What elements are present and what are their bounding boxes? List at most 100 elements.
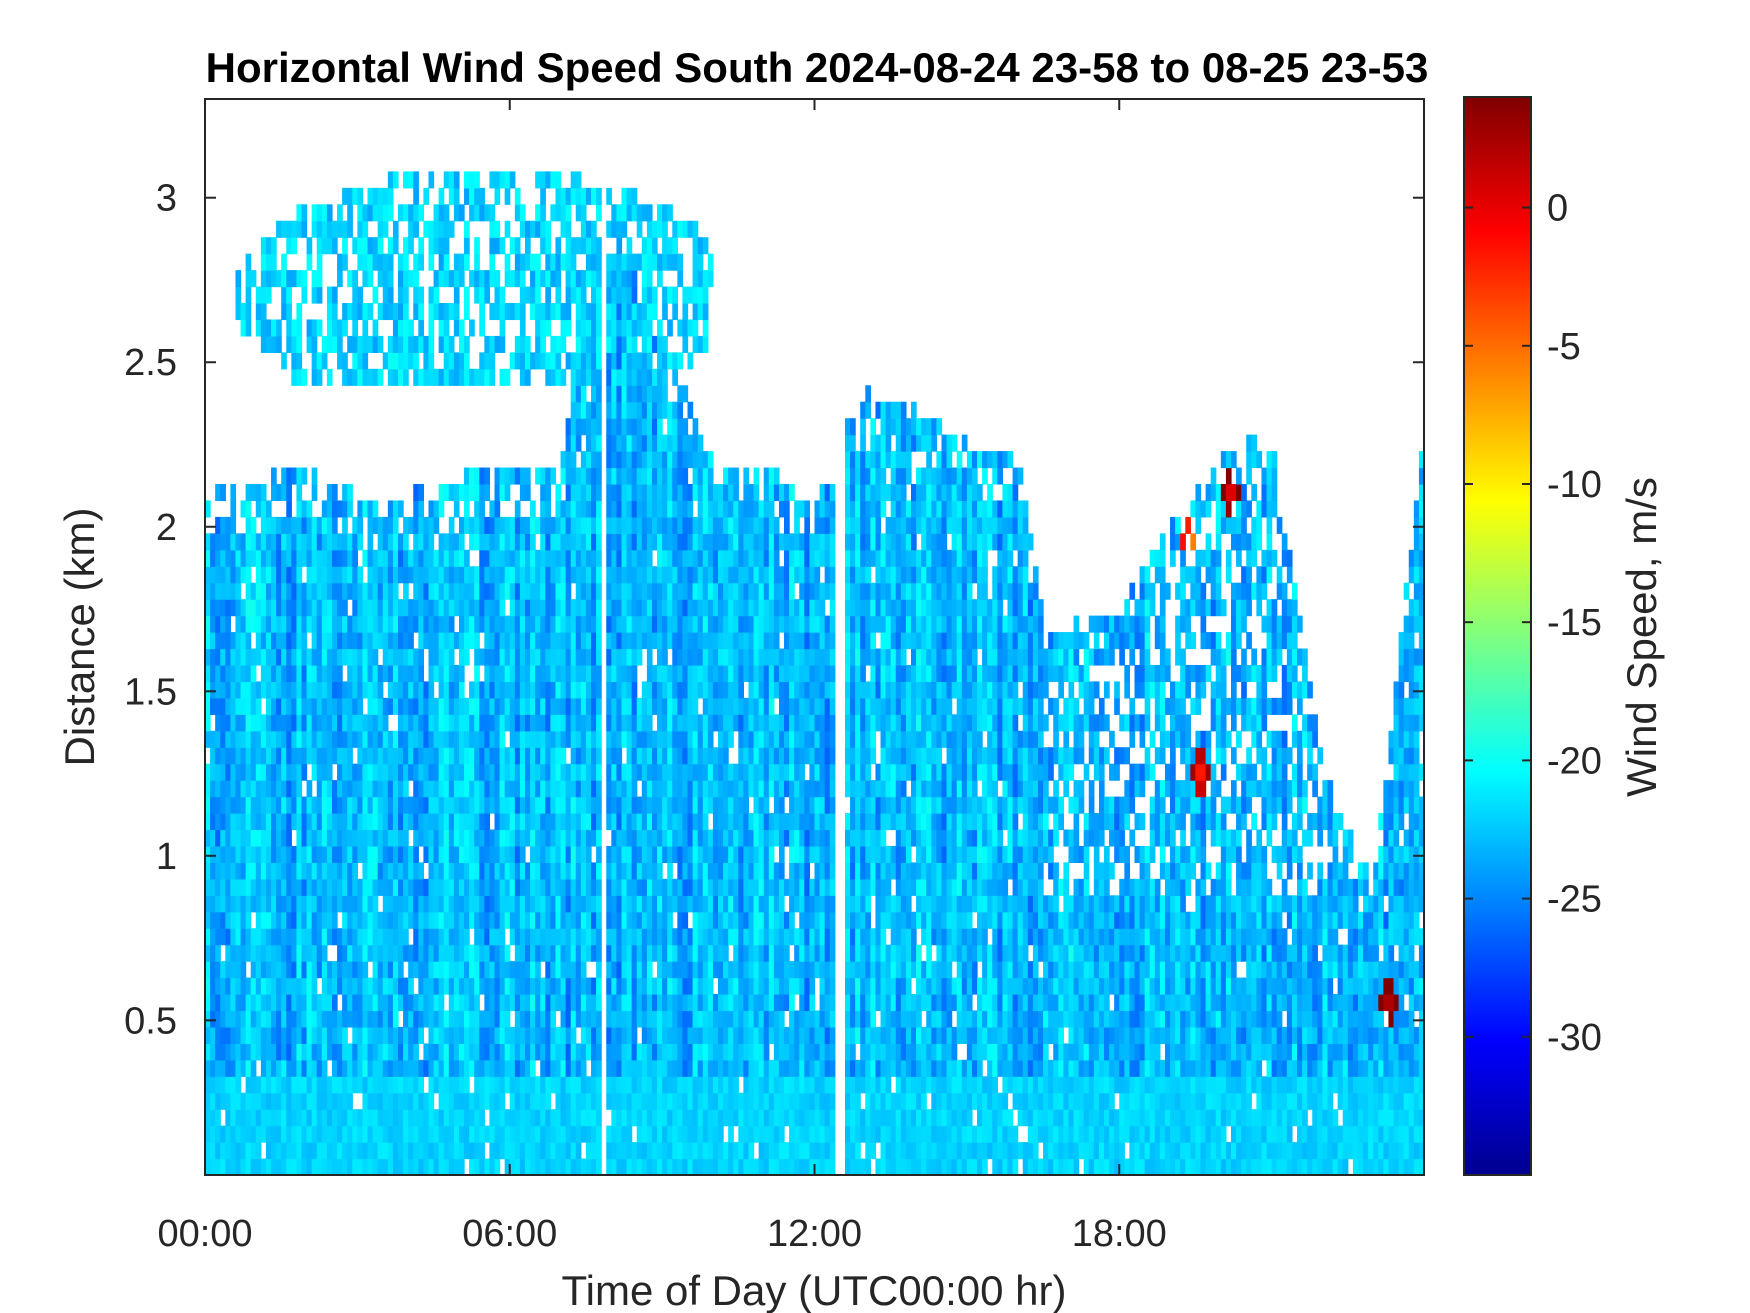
heatmap-cell xyxy=(606,878,612,896)
heatmap-cell xyxy=(342,1043,348,1061)
heatmap-cell xyxy=(626,714,633,732)
heatmap-cell xyxy=(489,1026,496,1044)
heatmap-cell xyxy=(687,845,694,863)
heatmap-cell xyxy=(707,796,714,814)
heatmap-cell xyxy=(458,681,465,699)
heatmap-cell xyxy=(367,944,374,962)
heatmap-cell xyxy=(276,599,282,617)
heatmap-cell xyxy=(687,944,694,962)
heatmap-cell xyxy=(321,1125,328,1143)
heatmap-cell xyxy=(418,1158,425,1176)
heatmap-cell xyxy=(347,813,353,831)
heatmap-cell xyxy=(712,1010,719,1028)
heatmap-cell xyxy=(641,730,648,748)
heatmap-cell xyxy=(707,500,714,518)
heatmap-cell xyxy=(626,813,633,831)
heatmap-cell xyxy=(585,303,592,321)
heatmap-cell xyxy=(413,763,419,781)
heatmap-cell xyxy=(494,270,501,288)
heatmap-cell xyxy=(469,1092,475,1110)
heatmap-cell xyxy=(591,714,597,732)
heatmap-cell xyxy=(291,944,298,962)
heatmap-cell xyxy=(453,681,460,699)
heatmap-cell xyxy=(641,1076,648,1094)
heatmap-cell xyxy=(352,780,358,798)
heatmap-cell xyxy=(646,566,653,584)
heatmap-cell xyxy=(372,681,379,699)
heatmap-cell xyxy=(657,566,663,584)
heatmap-cell xyxy=(611,1026,618,1044)
heatmap-cell xyxy=(240,697,247,715)
heatmap-cell xyxy=(372,500,379,518)
heatmap-cell xyxy=(230,648,237,666)
heatmap-cell xyxy=(580,270,587,288)
heatmap-cell xyxy=(606,977,612,995)
heatmap-cell xyxy=(301,994,308,1012)
heatmap-cell xyxy=(250,845,257,863)
heatmap-cell xyxy=(545,714,551,732)
heatmap-cell xyxy=(662,780,668,798)
heatmap-cell xyxy=(682,1026,689,1044)
heatmap-cell xyxy=(326,533,333,551)
heatmap-cell xyxy=(723,714,729,732)
heatmap-cell xyxy=(591,599,597,617)
heatmap-cell xyxy=(281,664,287,683)
heatmap-cell xyxy=(367,632,374,650)
heatmap-cell xyxy=(255,1043,262,1061)
heatmap-cell xyxy=(372,187,379,205)
heatmap-cell xyxy=(540,582,546,600)
heatmap-cell xyxy=(311,352,318,370)
heatmap-cell xyxy=(555,763,562,781)
heatmap-cell xyxy=(357,664,364,683)
heatmap-cell xyxy=(575,467,582,485)
heatmap-cell xyxy=(250,763,257,781)
heatmap-cell xyxy=(271,1043,277,1061)
heatmap-cell xyxy=(712,500,719,518)
heatmap-cell xyxy=(362,895,369,913)
heatmap-cell xyxy=(377,961,384,979)
heatmap-cell xyxy=(489,516,496,534)
heatmap-cell xyxy=(621,303,628,321)
heatmap-cell xyxy=(469,1142,475,1160)
heatmap-cell xyxy=(240,500,247,518)
heatmap-cell xyxy=(540,615,546,633)
heatmap-cell xyxy=(682,862,689,880)
heatmap-cell xyxy=(403,1092,409,1110)
heatmap-cell xyxy=(651,944,658,962)
heatmap-cell xyxy=(530,253,536,271)
heatmap-cell xyxy=(337,549,343,567)
heatmap-cell xyxy=(616,796,623,814)
heatmap-cell xyxy=(667,467,673,485)
heatmap-cell xyxy=(596,401,602,419)
heatmap-cell xyxy=(611,467,618,485)
heatmap-cell xyxy=(677,648,684,666)
heatmap-cell xyxy=(657,895,663,913)
heatmap-cell xyxy=(464,220,470,238)
heatmap-cell xyxy=(550,352,557,370)
heatmap-cell xyxy=(524,994,531,1012)
heatmap-cell xyxy=(296,961,303,979)
heatmap-cell xyxy=(306,599,313,617)
heatmap-cell xyxy=(392,220,399,238)
heatmap-cell xyxy=(362,714,369,732)
heatmap-cell xyxy=(458,829,465,847)
heatmap-cell xyxy=(672,418,678,436)
heatmap-cell xyxy=(596,1109,602,1127)
heatmap-cell xyxy=(413,335,419,353)
heatmap-cell xyxy=(423,961,430,979)
heatmap-cell xyxy=(428,845,435,863)
heatmap-cell xyxy=(494,237,501,255)
heatmap-cell xyxy=(240,763,247,781)
heatmap-cell xyxy=(453,1043,460,1061)
heatmap-cell xyxy=(514,253,521,271)
heatmap-cell xyxy=(225,994,231,1012)
heatmap-cell xyxy=(692,664,699,683)
heatmap-cell xyxy=(240,829,247,847)
heatmap-cell xyxy=(225,944,231,962)
heatmap-cell xyxy=(657,747,663,765)
heatmap-cell xyxy=(428,813,435,831)
heatmap-cell xyxy=(235,1076,242,1094)
heatmap-cell xyxy=(504,467,511,485)
heatmap-cell xyxy=(718,895,724,913)
heatmap-cell xyxy=(469,516,475,534)
